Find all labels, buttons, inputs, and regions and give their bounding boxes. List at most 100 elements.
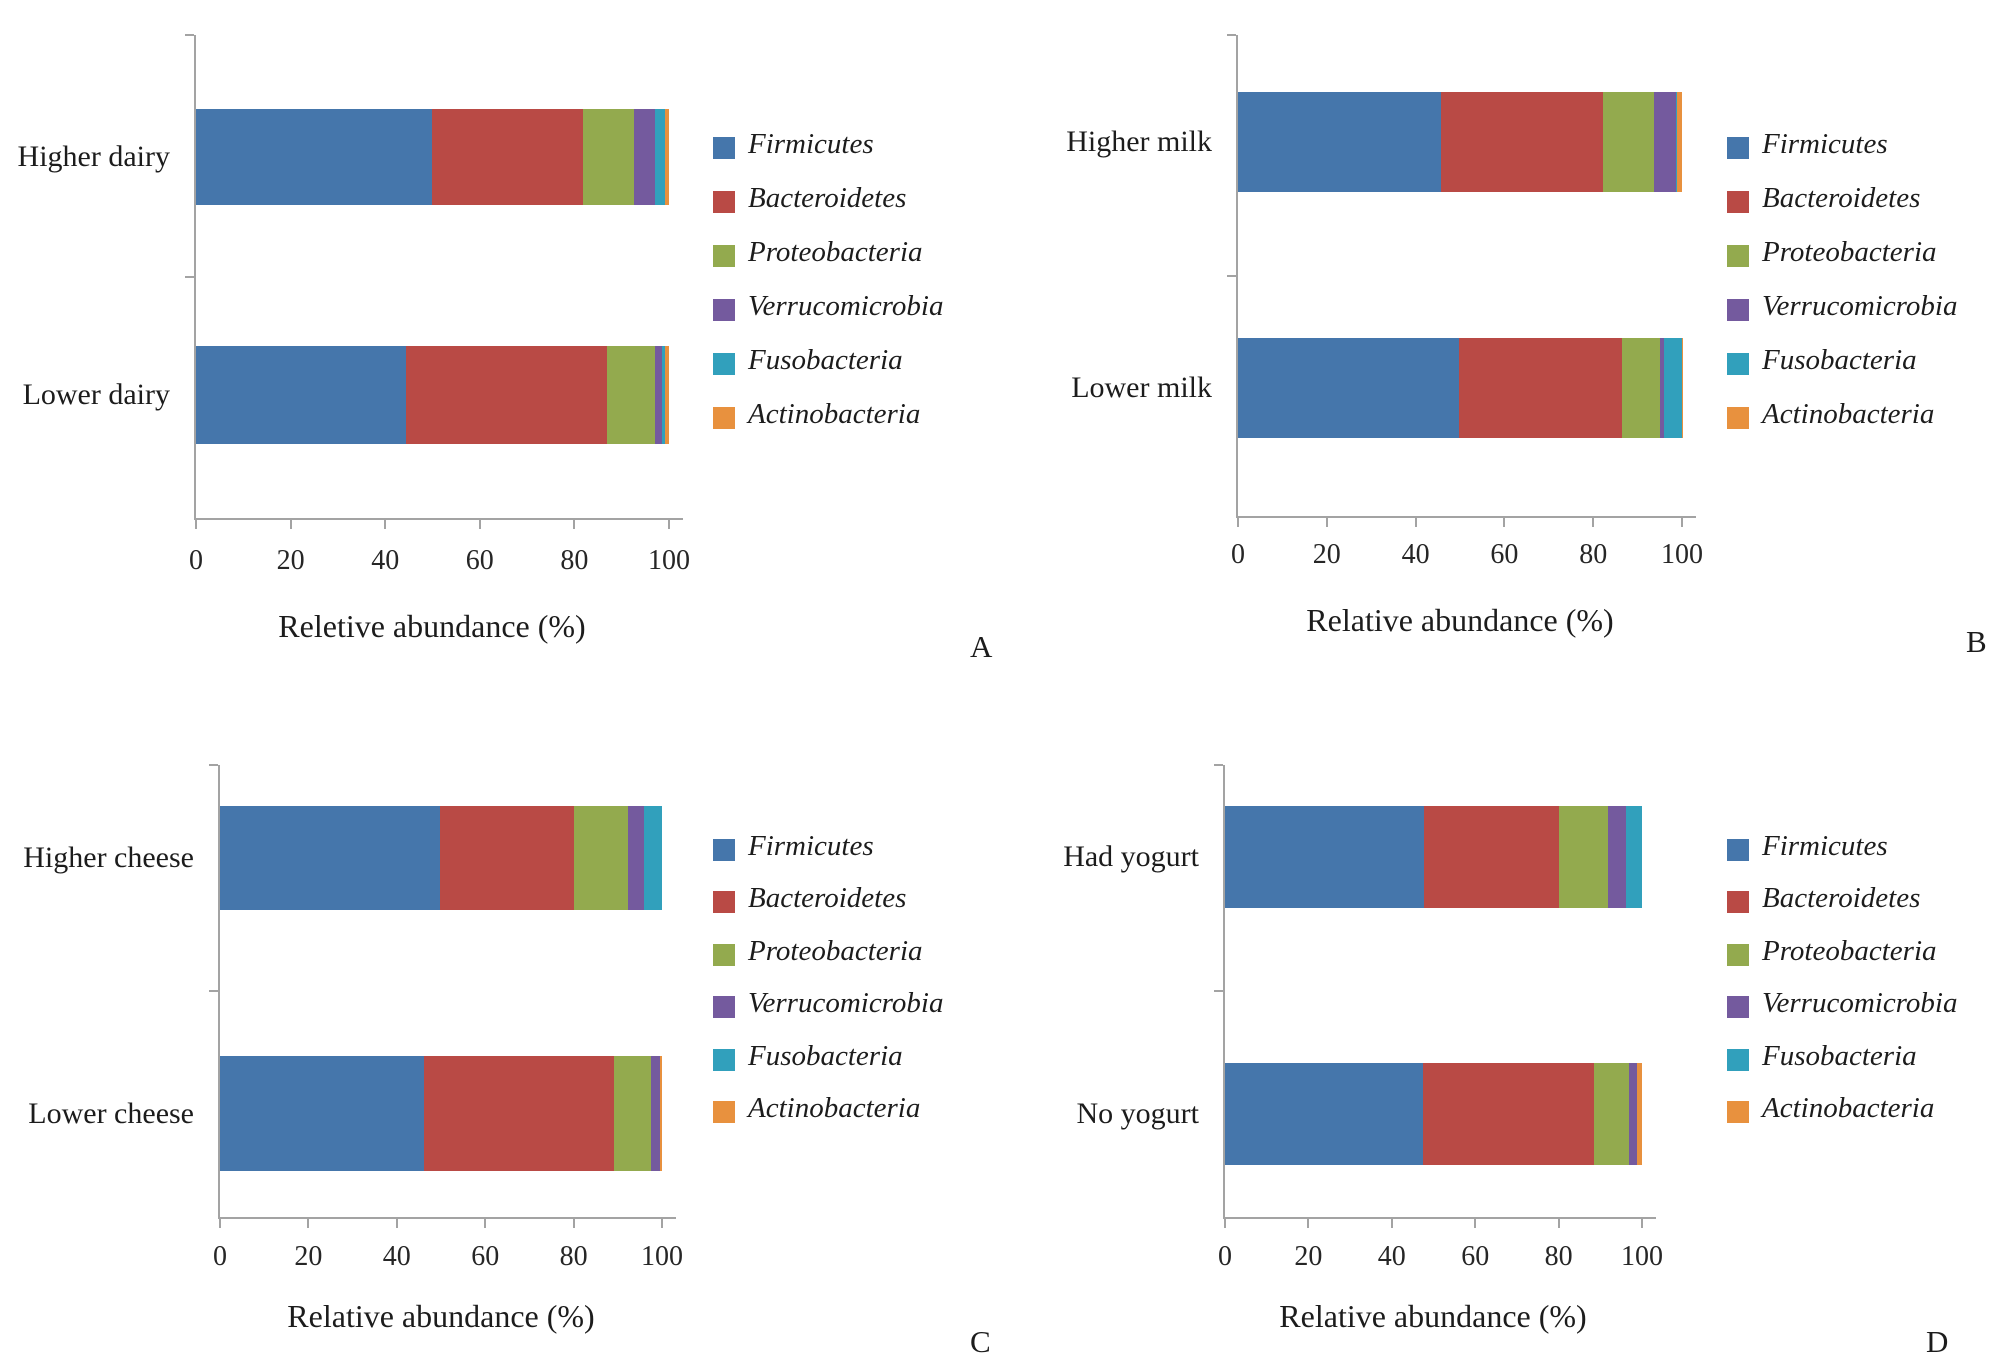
legend-label-fusobacteria: Fusobacteria — [1762, 344, 1917, 376]
legend-swatch-bacteroidetes — [713, 891, 735, 913]
bar-higher-dairy-segment-bacteroidetes — [432, 109, 584, 205]
legend-swatch-actinobacteria — [1727, 1101, 1749, 1123]
x-tick-label-100: 100 — [1621, 1241, 1663, 1272]
x-tick-label-40: 40 — [371, 545, 400, 576]
bar-lower-cheese-segment-actinobacteria — [659, 1056, 662, 1171]
x-axis-title: Relative abundance (%) — [1279, 1298, 1587, 1334]
legend-label-bacteroidetes: Bacteroidetes — [1762, 882, 1921, 914]
legend-swatch-firmicutes — [1727, 839, 1749, 861]
bar-had-yogurt-segment-firmicutes — [1225, 806, 1425, 908]
legend-label-actinobacteria: Actinobacteria — [748, 1092, 921, 1124]
bar-higher-cheese-segment-verrucomicrobia — [628, 806, 645, 910]
x-tick-mark-100 — [661, 1219, 663, 1228]
bar-no-yogurt — [1225, 1063, 1642, 1165]
bar-lower-milk-segment-fusobacteria — [1664, 338, 1682, 438]
legend-label-verrucomicrobia: Verrucomicrobia — [748, 290, 944, 322]
y-tick-mark-0 — [1227, 34, 1236, 36]
x-tick-mark-20 — [307, 1219, 310, 1228]
x-tick-mark-60 — [478, 520, 481, 529]
legend-swatch-actinobacteria — [713, 407, 735, 429]
x-tick-mark-60 — [1474, 1219, 1477, 1228]
x-tick-mark-80 — [573, 520, 576, 529]
category-label-lower-cheese: Lower cheese — [28, 1097, 194, 1130]
x-tick-label-80: 80 — [559, 1241, 588, 1272]
bar-higher-cheese-segment-proteobacteria — [574, 806, 629, 910]
bar-higher-milk-segment-fusobacteria — [1675, 92, 1677, 192]
legend-swatch-proteobacteria — [1727, 245, 1749, 267]
category-label-higher-dairy: Higher dairy — [17, 140, 170, 173]
bar-lower-cheese-segment-verrucomicrobia — [650, 1056, 660, 1171]
panel-letter-b: B — [1966, 624, 1987, 659]
bar-had-yogurt — [1225, 806, 1642, 908]
x-tick-label-0: 0 — [189, 545, 203, 576]
legend-swatch-proteobacteria — [713, 944, 735, 966]
x-axis-title: Relative abundance (%) — [287, 1298, 595, 1334]
bar-higher-cheese-segment-bacteroidetes — [439, 806, 575, 910]
legend-swatch-firmicutes — [1727, 137, 1749, 159]
x-axis-line — [194, 518, 683, 520]
x-tick-mark-100 — [668, 520, 670, 529]
x-axis-line — [218, 1217, 676, 1219]
x-tick-label-60: 60 — [1490, 539, 1519, 570]
legend-label-fusobacteria: Fusobacteria — [1762, 1040, 1917, 1072]
bar-had-yogurt-segment-bacteroidetes — [1424, 806, 1559, 908]
x-tick-label-40: 40 — [1377, 1241, 1406, 1272]
legend-label-firmicutes: Firmicutes — [748, 128, 874, 160]
x-axis-line — [1223, 1217, 1656, 1219]
bar-had-yogurt-segment-fusobacteria — [1626, 806, 1642, 908]
bar-higher-milk-segment-proteobacteria — [1602, 92, 1655, 192]
bar-lower-cheese — [220, 1056, 662, 1171]
bar-lower-dairy — [196, 346, 669, 444]
legend-swatch-fusobacteria — [713, 1049, 735, 1071]
bar-higher-milk-segment-actinobacteria — [1676, 92, 1682, 192]
legend-swatch-verrucomicrobia — [1727, 996, 1749, 1018]
x-tick-label-0: 0 — [213, 1241, 227, 1272]
x-tick-mark-40 — [1414, 518, 1417, 527]
x-tick-mark-0 — [1237, 518, 1239, 527]
x-tick-label-80: 80 — [1544, 1241, 1573, 1272]
bar-no-yogurt-segment-verrucomicrobia — [1629, 1063, 1637, 1165]
legend-swatch-fusobacteria — [1727, 1049, 1749, 1071]
x-axis-title: Reletive abundance (%) — [278, 608, 586, 644]
legend-swatch-fusobacteria — [1727, 353, 1749, 375]
legend-swatch-bacteroidetes — [713, 191, 735, 213]
x-tick-label-60: 60 — [471, 1241, 500, 1272]
category-label-lower-milk: Lower milk — [1071, 371, 1212, 404]
x-tick-mark-100 — [1641, 1219, 1643, 1228]
y-tick-mark-0 — [185, 34, 194, 36]
y-tick-mark-0 — [209, 764, 218, 766]
bar-had-yogurt-segment-proteobacteria — [1558, 806, 1608, 908]
x-tick-label-100: 100 — [648, 545, 690, 576]
x-tick-label-20: 20 — [294, 1241, 323, 1272]
bar-lower-dairy-segment-actinobacteria — [665, 346, 669, 444]
bar-lower-cheese-segment-firmicutes — [220, 1056, 424, 1171]
legend-label-fusobacteria: Fusobacteria — [748, 1040, 903, 1072]
bar-lower-dairy-segment-firmicutes — [196, 346, 407, 444]
legend-swatch-actinobacteria — [713, 1101, 735, 1123]
x-tick-mark-80 — [1557, 1219, 1560, 1228]
y-tick-mark-1 — [1214, 990, 1223, 992]
y-axis-line — [218, 765, 220, 1217]
bar-lower-milk-segment-verrucomicrobia — [1659, 338, 1665, 438]
x-tick-mark-60 — [1503, 518, 1506, 527]
legend-label-actinobacteria: Actinobacteria — [1762, 398, 1935, 430]
bar-no-yogurt-segment-proteobacteria — [1593, 1063, 1630, 1165]
legend-label-actinobacteria: Actinobacteria — [748, 398, 921, 430]
panel-letter-d: D — [1926, 1324, 1949, 1359]
legend-swatch-verrucomicrobia — [1727, 299, 1749, 321]
x-tick-label-60: 60 — [465, 545, 494, 576]
legend-label-firmicutes: Firmicutes — [1762, 128, 1888, 160]
x-axis-line — [1236, 516, 1696, 518]
category-label-had-yogurt: Had yogurt — [1063, 840, 1199, 873]
bar-higher-cheese-segment-firmicutes — [220, 806, 440, 910]
y-tick-mark-1 — [185, 276, 194, 278]
bar-no-yogurt-segment-bacteroidetes — [1422, 1063, 1594, 1165]
legend-swatch-verrucomicrobia — [713, 996, 735, 1018]
bar-lower-milk-segment-bacteroidetes — [1459, 338, 1622, 438]
x-tick-label-100: 100 — [1661, 539, 1703, 570]
category-label-no-yogurt: No yogurt — [1076, 1097, 1200, 1130]
legend-label-proteobacteria: Proteobacteria — [1762, 935, 1937, 967]
bar-lower-dairy-segment-verrucomicrobia — [655, 346, 662, 444]
legend-swatch-verrucomicrobia — [713, 299, 735, 321]
bar-higher-cheese — [220, 806, 662, 910]
